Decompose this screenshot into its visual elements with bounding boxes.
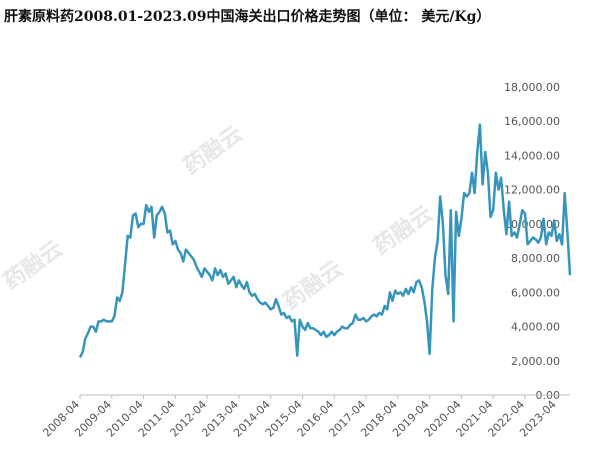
y-tick-label: 6,000.00 (511, 286, 560, 299)
y-tick-label: 8,000.00 (511, 252, 560, 265)
watermark: 药融云 (179, 122, 247, 180)
watermark: 药融云 (369, 202, 437, 260)
y-tick-label: 4,000.00 (511, 321, 560, 334)
y-tick-label: 14,000.00 (504, 149, 560, 162)
watermark: 药融云 (0, 237, 68, 295)
y-tick-label: 18,000.00 (504, 81, 560, 94)
y-tick-label: 12,000.00 (504, 184, 560, 197)
chart-title: 肝素原料药2008.01-2023.09中国海关出口价格走势图（单位： 美元/K… (4, 8, 490, 25)
watermark: 药融云 (279, 257, 347, 315)
y-tick-label: 16,000.00 (504, 115, 560, 128)
line (78, 123, 572, 358)
y-tick-label: 2,000.00 (511, 355, 560, 368)
